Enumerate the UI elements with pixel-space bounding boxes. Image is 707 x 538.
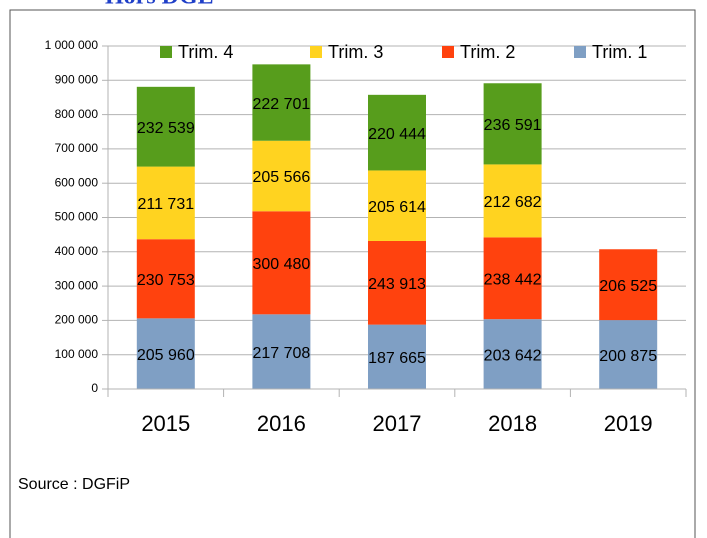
data-label: 300 480 — [252, 256, 310, 273]
bar-segment — [252, 64, 311, 141]
data-label: 200 875 — [599, 348, 657, 365]
y-tick-label: 1 000 000 — [45, 38, 99, 52]
y-tick-label: 0 — [91, 381, 98, 395]
y-tick-label: 800 000 — [55, 107, 99, 121]
data-label: 187 665 — [368, 350, 426, 367]
data-label: 220 444 — [368, 126, 426, 143]
legend-label: Trim. 4 — [178, 42, 233, 62]
data-label: 222 701 — [252, 96, 310, 113]
y-tick-label: 700 000 — [55, 141, 99, 155]
legend-label: Trim. 2 — [460, 42, 515, 62]
bar-segment — [368, 240, 426, 325]
y-tick-label: 900 000 — [55, 72, 99, 86]
y-tick-label: 300 000 — [55, 278, 99, 292]
data-label: 243 913 — [368, 276, 426, 293]
data-label: 206 525 — [599, 278, 657, 295]
bar-segment — [368, 94, 426, 171]
data-label: 212 682 — [484, 194, 542, 211]
y-tick-label: 200 000 — [55, 313, 99, 327]
y-tick-label: 600 000 — [55, 175, 99, 189]
legend-label: Trim. 1 — [592, 42, 647, 62]
y-tick-label: 500 000 — [55, 210, 99, 224]
legend-label: Trim. 3 — [328, 42, 383, 62]
data-label: 205 614 — [368, 199, 426, 216]
data-label: 217 708 — [252, 345, 310, 362]
bar-segment — [136, 166, 195, 240]
y-tick-label: 400 000 — [55, 244, 99, 258]
frame — [9, 9, 696, 538]
bar-segment — [483, 164, 542, 238]
data-label: 236 591 — [484, 117, 542, 134]
legend-swatch — [310, 46, 322, 58]
bar-segment — [599, 249, 658, 321]
bar-segment — [136, 318, 195, 389]
data-label: 205 566 — [252, 169, 310, 186]
bar-segment — [368, 170, 426, 241]
data-label: 205 960 — [137, 347, 195, 364]
bar-segment — [483, 319, 542, 389]
x-tick-label: 2015 — [141, 411, 190, 436]
legend-swatch — [442, 46, 454, 58]
legend-swatch — [160, 46, 172, 58]
x-tick-label: 2018 — [488, 411, 537, 436]
data-label: 211 731 — [137, 196, 194, 213]
source: Source : DGFiP — [18, 476, 130, 493]
bar-segment — [252, 140, 311, 212]
bar-segment — [368, 324, 426, 389]
bar-segment — [483, 83, 542, 165]
bar-segment — [136, 86, 195, 167]
bar-segment — [136, 239, 195, 319]
data-label: 230 753 — [137, 272, 195, 289]
data-label: 232 539 — [137, 120, 195, 137]
y-tick-label: 100 000 — [55, 347, 99, 361]
bar-segment — [599, 320, 658, 389]
data-label: 238 442 — [484, 271, 542, 288]
chart-title: Hors DGE — [105, 0, 214, 10]
x-tick-label: 2017 — [373, 411, 422, 436]
bar-segment — [252, 314, 311, 389]
data-label: 203 642 — [484, 347, 542, 364]
x-tick-label: 2016 — [257, 411, 306, 436]
bar-segment — [483, 237, 542, 320]
x-tick-label: 2019 — [604, 411, 653, 436]
bar-segment — [252, 211, 311, 315]
legend-swatch — [574, 46, 586, 58]
